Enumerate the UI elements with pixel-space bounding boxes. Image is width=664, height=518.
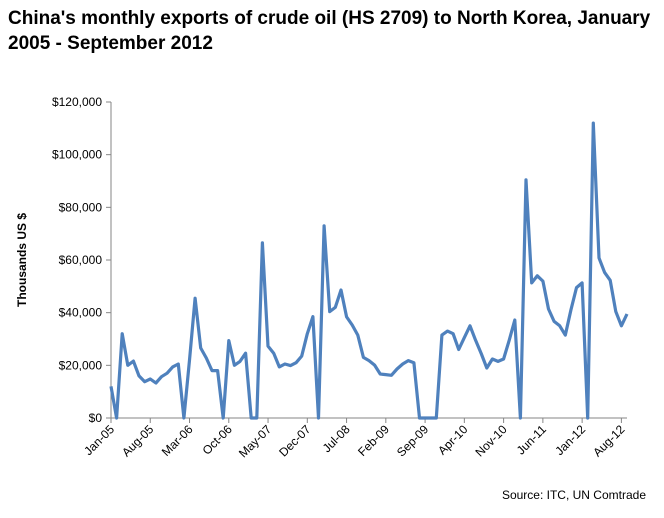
y-tick-label: $120,000 xyxy=(52,95,102,109)
x-tick-label: Aug-05 xyxy=(119,422,156,459)
x-tick-label: Nov-10 xyxy=(472,422,509,459)
y-tick-label: $20,000 xyxy=(59,358,103,372)
x-tick-label: Jan-12 xyxy=(552,422,588,458)
y-tick-label: $100,000 xyxy=(52,148,102,162)
chart-title: China's monthly exports of crude oil (HS… xyxy=(8,8,651,54)
y-tick-label: $80,000 xyxy=(59,200,103,214)
x-tick-label: Jun-11 xyxy=(514,422,549,457)
x-tick-label: Oct-06 xyxy=(200,422,236,458)
y-tick-label: $60,000 xyxy=(59,253,103,267)
x-tick-label: Apr-10 xyxy=(435,422,471,458)
x-tick-label: Jan-05 xyxy=(81,422,117,458)
y-tick-label: $0 xyxy=(89,411,103,425)
x-tick-label: Mar-06 xyxy=(159,422,196,459)
y-axis-label: Thousands US $ xyxy=(15,213,29,307)
x-tick-label: Feb-09 xyxy=(355,422,392,459)
x-tick-label: Sep-09 xyxy=(394,422,431,459)
source-note: Source: ITC, UN Comtrade xyxy=(501,488,646,502)
x-tick-label: Dec-07 xyxy=(276,422,313,459)
x-tick-label: Aug-12 xyxy=(590,422,627,459)
x-tick-label: Jul-08 xyxy=(320,422,353,455)
x-tick-label: May-07 xyxy=(236,422,274,460)
y-tick-label: $40,000 xyxy=(59,306,103,320)
series-line xyxy=(109,121,629,420)
